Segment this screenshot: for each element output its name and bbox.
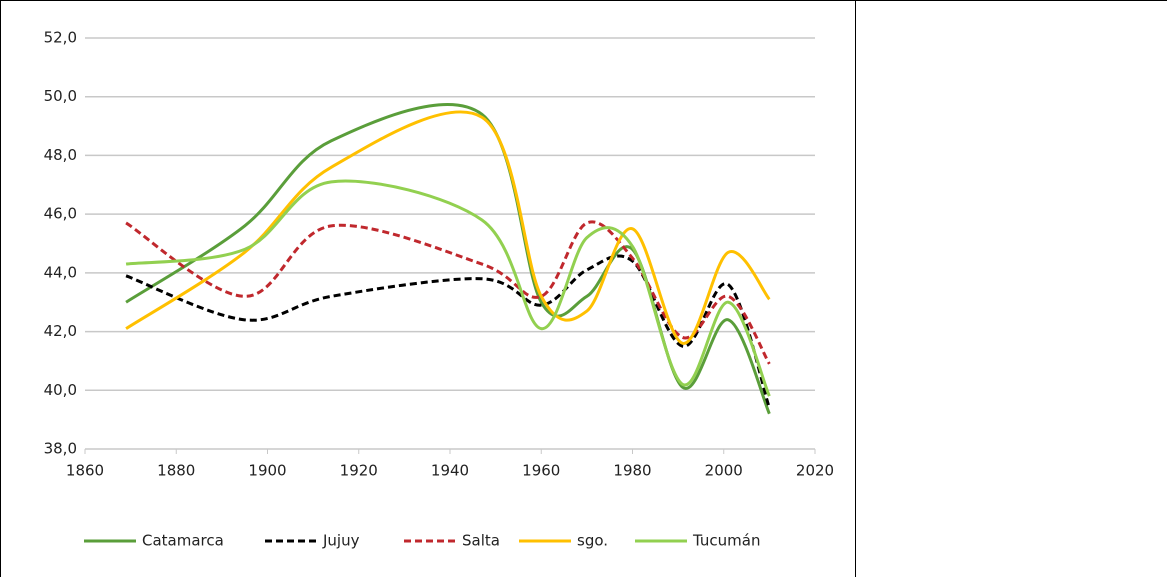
x-tick-label: 1980 xyxy=(613,462,651,480)
series-line xyxy=(125,103,771,415)
x-tick-label: 2000 xyxy=(705,462,743,480)
frame xyxy=(0,0,856,577)
x-tick-label: 1860 xyxy=(66,462,104,480)
x-tick-label: 1940 xyxy=(431,462,469,480)
legend-label: Jujuy xyxy=(322,532,360,550)
x-tick-label: 1880 xyxy=(157,462,195,480)
legend-label: Salta xyxy=(462,532,500,550)
y-tick-label: 42,0 xyxy=(44,322,77,340)
y-tick-label: 48,0 xyxy=(44,146,77,164)
y-tick-label: 52,0 xyxy=(44,29,77,47)
legend-label: Tucumán xyxy=(692,532,760,550)
series-line xyxy=(125,179,771,397)
x-tick-label: 2020 xyxy=(796,462,834,480)
legend-label: Catamarca xyxy=(142,532,224,550)
x-tick-label: 1900 xyxy=(248,462,286,480)
series-line xyxy=(125,254,771,409)
y-tick-label: 50,0 xyxy=(44,87,77,105)
y-tick-label: 38,0 xyxy=(44,440,77,458)
legend-label: sgo. xyxy=(577,532,608,550)
y-tick-label: 46,0 xyxy=(44,205,77,223)
x-tick-label: 1920 xyxy=(340,462,378,480)
series-line xyxy=(125,110,771,345)
series-line xyxy=(125,220,771,365)
y-tick-label: 44,0 xyxy=(44,263,77,281)
y-tick-label: 40,0 xyxy=(44,381,77,399)
x-tick-label: 1960 xyxy=(522,462,560,480)
